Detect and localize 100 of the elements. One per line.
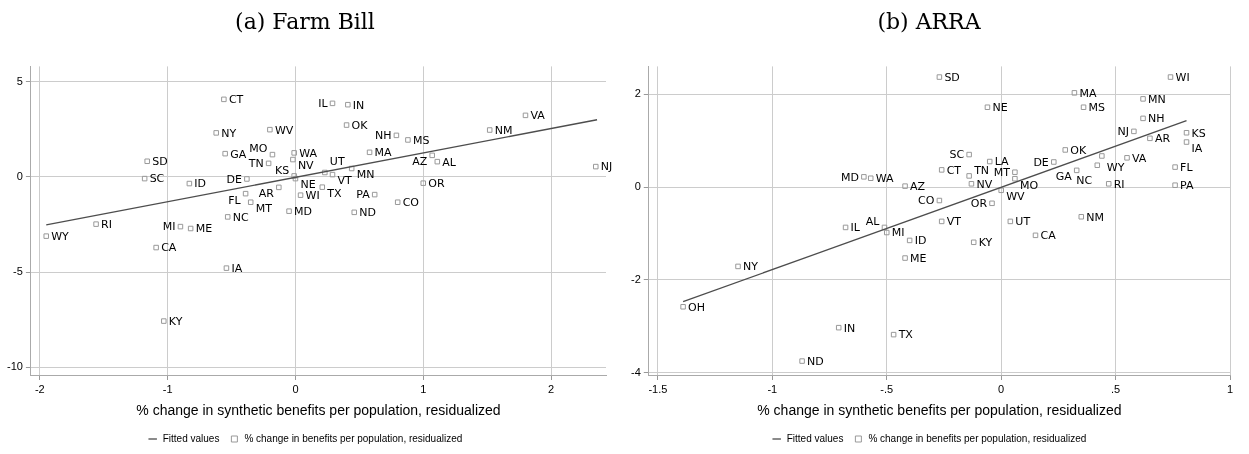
data-label: TX	[326, 187, 342, 201]
point	[902, 255, 908, 261]
point	[1073, 167, 1080, 174]
point	[141, 175, 148, 182]
data-label: WA	[299, 146, 318, 160]
point	[906, 237, 913, 244]
point	[1007, 218, 1014, 225]
point	[1124, 155, 1130, 161]
point	[213, 130, 219, 136]
point	[144, 158, 150, 165]
point	[1012, 169, 1018, 175]
point	[187, 225, 194, 232]
data-label: AZ	[910, 179, 926, 193]
data-label: IL	[318, 97, 329, 111]
point	[890, 331, 897, 338]
point	[153, 244, 159, 251]
point	[366, 149, 373, 156]
point	[247, 199, 254, 205]
point	[242, 190, 249, 197]
data-label: DE	[1033, 155, 1049, 169]
point	[680, 304, 686, 310]
point	[276, 184, 282, 191]
x-tick-label: 1	[420, 382, 427, 395]
x-tick-label: 2	[547, 382, 555, 395]
data-label: NE	[300, 178, 316, 192]
point	[224, 214, 231, 220]
point	[161, 318, 167, 324]
data-label: NH	[1148, 112, 1165, 126]
point	[177, 223, 184, 230]
point	[319, 184, 326, 190]
x-axis-title: % change in synthetic benefits per population, residualized	[757, 402, 1122, 419]
data-label: NY	[221, 126, 237, 140]
x-tick-label: 1	[1226, 382, 1234, 395]
data-label: AL	[442, 155, 457, 169]
data-label: DE	[226, 172, 242, 186]
point	[348, 165, 355, 172]
data-label: MO	[1019, 178, 1039, 192]
point	[393, 132, 400, 139]
data-label: UT	[329, 155, 345, 169]
data-label: IL	[850, 221, 861, 235]
point	[936, 197, 943, 204]
data-label: GA	[1055, 170, 1073, 184]
point	[1071, 90, 1078, 96]
point	[1105, 181, 1112, 187]
data-label: AR	[1154, 132, 1171, 146]
data-label: NJ	[1117, 125, 1129, 139]
data-label: AZ	[412, 155, 428, 169]
point	[394, 199, 401, 205]
x-tick-label: -1	[162, 382, 173, 395]
data-label: TX	[897, 328, 914, 342]
data-label: NH	[374, 129, 392, 143]
data-label: WI	[305, 189, 320, 203]
point	[222, 150, 228, 157]
data-label: ND	[807, 354, 824, 368]
point	[966, 173, 972, 179]
point	[1078, 213, 1085, 220]
data-label: NY	[743, 260, 759, 274]
data-label: OR	[970, 197, 988, 211]
data-label: IN	[352, 98, 365, 112]
point	[835, 324, 842, 331]
data-label: MN	[1148, 92, 1166, 106]
x-tick-label: 0	[998, 382, 1005, 395]
data-label: KS	[1191, 126, 1206, 140]
point	[322, 169, 328, 176]
data-label: MA	[374, 146, 393, 160]
chart-title: (b) ARRA	[877, 8, 982, 34]
data-label: MT	[255, 202, 273, 216]
data-label: LA	[994, 155, 1010, 169]
data-label: SD	[152, 155, 168, 169]
point	[1140, 115, 1146, 122]
point	[1094, 162, 1101, 169]
data-label: CT	[228, 93, 244, 107]
point	[593, 163, 599, 170]
point	[998, 187, 1004, 194]
point	[1172, 182, 1178, 188]
data-label: VT	[946, 215, 962, 229]
x-tick-label: -2	[34, 382, 45, 395]
point	[1032, 232, 1039, 239]
data-label: KY	[168, 314, 183, 328]
point	[221, 96, 227, 103]
y-tick-label: -10	[6, 360, 23, 373]
data-label: KS	[274, 163, 290, 177]
x-tick-label: 0	[292, 382, 299, 395]
data-label: WY	[1106, 160, 1125, 174]
data-label: PA	[1180, 179, 1195, 193]
point	[1051, 159, 1057, 165]
point	[329, 171, 336, 178]
y-tick-label: -4	[631, 365, 641, 378]
data-label: MN	[356, 168, 375, 182]
data-label: IA	[1191, 141, 1203, 155]
data-label: MI	[162, 220, 176, 234]
data-label: ME	[195, 222, 213, 236]
y-tick-label: 0	[16, 169, 23, 182]
point	[1183, 139, 1190, 145]
point	[1167, 74, 1174, 80]
y-tick-label: -2	[631, 272, 641, 285]
data-label: WV	[1006, 190, 1026, 204]
data-label: OH	[688, 300, 706, 314]
data-label: MT	[993, 166, 1011, 180]
data-label: FL	[228, 193, 242, 207]
